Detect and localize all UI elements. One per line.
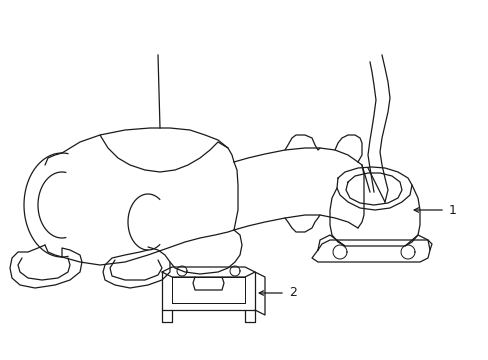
Text: 1: 1 bbox=[448, 203, 456, 216]
Text: 2: 2 bbox=[288, 287, 296, 300]
